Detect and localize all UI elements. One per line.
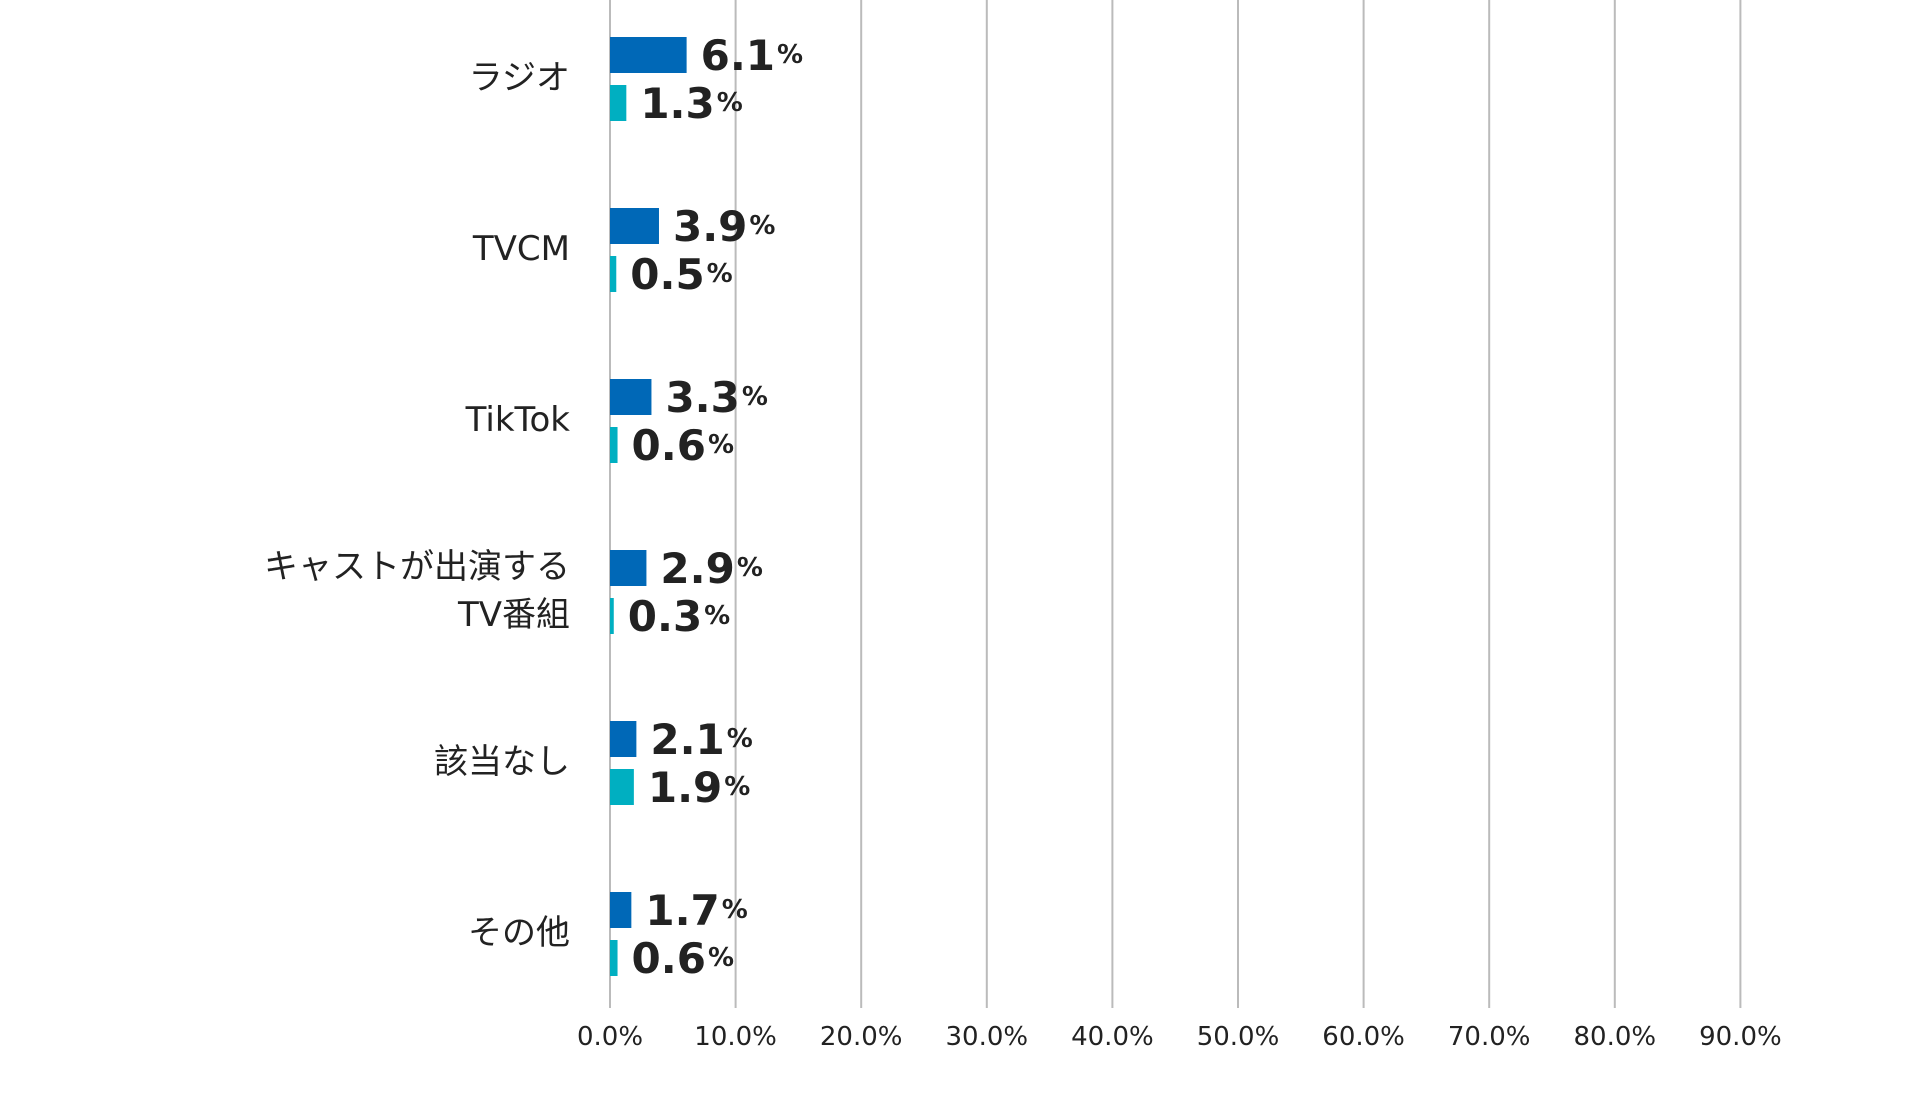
value-label: 3.9% — [673, 202, 775, 251]
bar — [610, 85, 627, 121]
x-tick-label: 70.0% — [1448, 1022, 1531, 1052]
category-label: TikTok — [465, 400, 571, 440]
bar — [610, 892, 632, 928]
bar — [610, 208, 659, 244]
gridlines — [609, 0, 1742, 1008]
x-tick-label: 50.0% — [1197, 1022, 1280, 1052]
category-label: その他 — [468, 913, 570, 953]
value-label: 0.6% — [632, 421, 734, 470]
category-label: キャストが出演する — [264, 547, 570, 587]
x-tick-label: 60.0% — [1322, 1022, 1405, 1052]
category-label: ラジオ — [469, 58, 570, 98]
value-label: 0.3% — [628, 592, 730, 641]
value-label: 0.5% — [630, 250, 732, 299]
bar — [610, 256, 617, 292]
bar — [610, 940, 618, 976]
labels: 0.0% 10.0% 20.0% 30.0% 40.0% 50.0% 60.0% 70.0% 8… — [264, 31, 1782, 1053]
bar — [610, 427, 618, 463]
x-tick-label: 30.0% — [945, 1022, 1028, 1052]
bar — [610, 769, 634, 805]
x-tick-label: 90.0% — [1699, 1022, 1782, 1052]
category-label: TV番組 — [457, 595, 570, 635]
value-label: 1.7% — [645, 886, 747, 935]
bars — [610, 37, 687, 976]
value-label: 2.9% — [660, 544, 762, 593]
bar — [610, 721, 637, 757]
x-tick-label: 40.0% — [1071, 1022, 1154, 1052]
value-label: 1.9% — [648, 763, 750, 812]
category-label: TVCM — [472, 229, 570, 269]
bar — [610, 598, 614, 634]
x-tick-label: 0.0% — [577, 1022, 643, 1052]
value-label: 6.1% — [701, 31, 803, 80]
category-label: 該当なし — [434, 742, 570, 782]
x-tick-label: 80.0% — [1573, 1022, 1656, 1052]
x-tick-label: 10.0% — [694, 1022, 777, 1052]
value-label: 2.1% — [650, 715, 752, 764]
bar — [610, 379, 652, 415]
value-label: 0.6% — [632, 934, 734, 983]
bar — [610, 37, 687, 73]
value-label: 1.3% — [640, 79, 742, 128]
bar — [610, 550, 647, 586]
value-label: 3.3% — [665, 373, 767, 422]
x-tick-label: 20.0% — [820, 1022, 903, 1052]
